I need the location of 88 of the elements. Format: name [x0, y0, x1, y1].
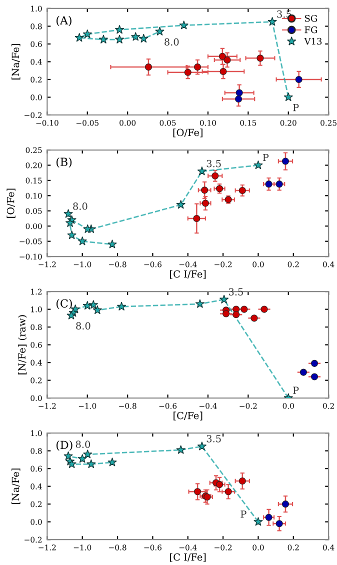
point [240, 306, 248, 313]
point [282, 500, 290, 508]
point [254, 160, 263, 170]
point [88, 300, 98, 309]
point [310, 373, 318, 380]
point [108, 239, 117, 248]
point [82, 224, 92, 234]
point [194, 64, 202, 71]
point [78, 236, 87, 246]
point [86, 459, 96, 468]
x-axis-title: [C I/Fe] [170, 270, 206, 279]
annotation: P [293, 386, 299, 394]
point [67, 459, 76, 468]
point [256, 54, 264, 62]
point [218, 52, 226, 60]
point [108, 457, 117, 466]
legend-label: V13 [304, 38, 322, 45]
annotation: P [240, 510, 246, 518]
annotation: P [293, 104, 299, 112]
legend-label: SG [305, 14, 317, 22]
point [201, 186, 208, 194]
point [236, 89, 243, 96]
point [92, 305, 102, 314]
annotation: 8.0 [76, 440, 90, 448]
annotation: P [262, 154, 269, 162]
point [197, 166, 207, 176]
point [176, 200, 186, 209]
annotation: (A) [56, 16, 72, 26]
point [194, 488, 202, 496]
annotation: 3.5 [206, 435, 221, 442]
point [179, 20, 188, 30]
annotation: 8.0 [76, 322, 90, 330]
point [254, 516, 263, 526]
x-axis-title: [O/Fe] [173, 128, 202, 138]
point [176, 445, 186, 454]
annotation: (B) [56, 157, 72, 168]
point [265, 514, 272, 521]
point [82, 450, 92, 458]
point [224, 488, 232, 496]
annotation: (C) [56, 298, 72, 310]
point [66, 310, 76, 320]
annotation: 8.0 [73, 202, 88, 210]
point [74, 32, 84, 42]
point [82, 29, 92, 38]
point [67, 230, 76, 240]
point [184, 68, 192, 76]
point [155, 26, 164, 36]
legend-label: FG [304, 26, 318, 34]
point [222, 310, 230, 318]
point [197, 442, 207, 450]
x-axis-title: [C I/Fe] [170, 553, 206, 562]
annotation: 8.0 [164, 38, 179, 46]
y-axis-title: [Na/Fe] [12, 44, 20, 80]
y-axis-title: [N/Fe] (raw) [18, 315, 27, 374]
point [232, 311, 240, 318]
point [238, 477, 246, 485]
point [114, 34, 124, 44]
point [116, 302, 126, 311]
annotation: (D) [56, 440, 72, 451]
point [195, 299, 205, 308]
point [224, 56, 231, 64]
point [64, 209, 73, 218]
point [212, 172, 219, 180]
point [65, 218, 75, 228]
y-axis-title: [Na/Fe] [12, 468, 20, 504]
point [82, 300, 92, 310]
y-axis-title: [O/Fe] [6, 188, 16, 218]
point [282, 158, 290, 165]
point [114, 24, 124, 34]
point [260, 306, 268, 313]
point [193, 214, 200, 222]
point [300, 368, 307, 376]
point [98, 34, 108, 44]
point [295, 76, 302, 84]
point [238, 186, 246, 194]
point [78, 454, 87, 463]
point [284, 92, 294, 102]
point [310, 360, 318, 367]
point [268, 16, 277, 26]
annotation: 3.5 [206, 160, 221, 168]
point [144, 64, 152, 71]
point [219, 294, 229, 304]
point [276, 520, 283, 528]
point [250, 314, 258, 322]
point [139, 34, 148, 43]
x-axis-title: [C/Fe] [174, 412, 202, 420]
point [130, 32, 140, 41]
point [220, 68, 227, 76]
